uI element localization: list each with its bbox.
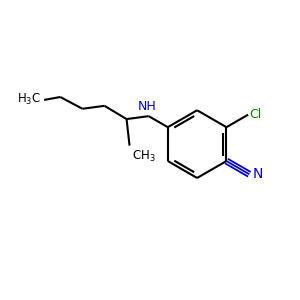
Text: NH: NH (138, 100, 157, 112)
Text: Cl: Cl (250, 108, 262, 121)
Text: H$_3$C: H$_3$C (17, 92, 41, 107)
Text: N: N (252, 167, 263, 181)
Text: CH$_3$: CH$_3$ (133, 148, 156, 164)
